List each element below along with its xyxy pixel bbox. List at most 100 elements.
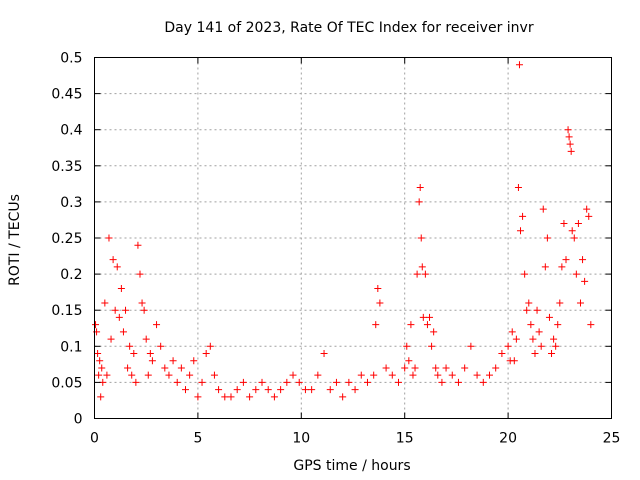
data-point	[126, 342, 134, 350]
series-roti	[92, 61, 595, 401]
data-point	[418, 263, 426, 271]
data-point	[403, 342, 411, 350]
data-point	[461, 364, 469, 372]
y-tick-label: 0.2	[60, 267, 82, 283]
data-point	[426, 313, 434, 321]
data-point	[239, 378, 247, 386]
data-point	[541, 263, 549, 271]
data-point	[320, 350, 328, 358]
data-point	[411, 364, 419, 372]
data-point	[454, 378, 462, 386]
y-tick-label: 0.45	[51, 87, 82, 103]
y-tick-label: 0.4	[60, 123, 82, 139]
data-point	[423, 321, 431, 329]
data-point	[107, 335, 115, 343]
data-point	[136, 270, 144, 278]
data-point	[562, 256, 570, 264]
data-point	[227, 393, 235, 401]
data-point	[515, 61, 523, 69]
data-point	[215, 386, 223, 394]
data-point	[113, 263, 121, 271]
data-point	[558, 263, 566, 271]
x-tick-label: 20	[499, 431, 517, 447]
data-point	[564, 126, 572, 134]
data-point	[94, 350, 102, 358]
y-tick-label: 0.25	[51, 231, 82, 247]
data-point	[473, 371, 481, 379]
data-point	[109, 256, 117, 264]
y-tick-label: 0.3	[60, 195, 82, 211]
data-point	[376, 299, 384, 307]
data-point	[295, 378, 303, 386]
data-point	[438, 378, 446, 386]
data-point	[498, 350, 506, 358]
data-point	[119, 328, 127, 336]
data-point	[233, 386, 241, 394]
data-point	[428, 342, 436, 350]
data-point	[95, 371, 103, 379]
data-point	[128, 371, 136, 379]
data-point	[363, 378, 371, 386]
data-point	[479, 378, 487, 386]
y-tick-label: 0.35	[51, 159, 82, 175]
data-point	[539, 205, 547, 213]
data-point	[417, 234, 425, 242]
data-point	[421, 270, 429, 278]
data-point	[430, 328, 438, 336]
data-point	[177, 364, 185, 372]
data-point	[97, 393, 105, 401]
data-point	[579, 256, 587, 264]
data-point	[568, 227, 576, 235]
data-point	[181, 386, 189, 394]
y-tick-label: 0.1	[60, 339, 82, 355]
y-tick-label: 0	[74, 412, 83, 428]
data-point	[246, 393, 254, 401]
data-point	[314, 371, 322, 379]
data-point	[533, 306, 541, 314]
data-point	[92, 321, 100, 329]
data-point	[567, 147, 575, 155]
data-point	[416, 183, 424, 191]
data-point	[581, 277, 589, 285]
data-point	[98, 364, 106, 372]
data-point	[576, 299, 584, 307]
chart-title: Day 141 of 2023, Rate Of TEC Index for r…	[164, 20, 533, 36]
data-point	[115, 313, 123, 321]
y-tick-label: 0.05	[51, 375, 82, 391]
data-point	[130, 350, 138, 358]
y-tick-label: 0.15	[51, 303, 82, 319]
plot-frame	[94, 57, 612, 419]
data-point	[492, 364, 500, 372]
data-point	[202, 350, 210, 358]
y-axis-label: ROTI / TECUs	[7, 194, 23, 286]
grid-layer	[94, 57, 612, 419]
data-point	[442, 364, 450, 372]
data-point	[264, 386, 272, 394]
axis-ticks	[94, 57, 612, 419]
data-point	[142, 335, 150, 343]
data-point	[409, 371, 417, 379]
data-point	[510, 357, 518, 365]
data-point	[512, 335, 520, 343]
data-point	[529, 335, 537, 343]
data-point	[351, 386, 359, 394]
data-point	[514, 183, 522, 191]
data-point	[545, 313, 553, 321]
data-point	[432, 364, 440, 372]
data-point	[258, 378, 266, 386]
y-tick-label: 0.5	[60, 51, 82, 67]
data-point	[122, 306, 130, 314]
data-point	[124, 364, 132, 372]
data-point	[144, 371, 152, 379]
data-point	[289, 371, 297, 379]
data-point	[583, 205, 591, 213]
data-point	[388, 371, 396, 379]
data-point	[434, 371, 442, 379]
data-point	[382, 364, 390, 372]
data-point	[394, 378, 402, 386]
data-point	[585, 212, 593, 220]
data-point	[111, 306, 119, 314]
data-point	[521, 270, 529, 278]
